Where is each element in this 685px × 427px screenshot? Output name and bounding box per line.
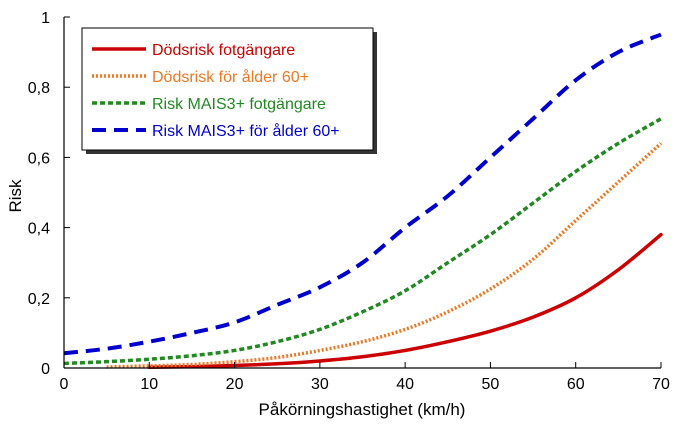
y-axis-title: Risk bbox=[6, 179, 25, 213]
x-tick-label: 10 bbox=[140, 376, 158, 393]
y-tick-label: 0,8 bbox=[28, 80, 50, 97]
legend-label-2: Dödsrisk för ålder 60+ bbox=[152, 68, 309, 86]
axes-layer: 0 10 20 30 40 50 60 70 0 0,2 0,4 0,6 0,8 1 bbox=[28, 10, 670, 393]
x-tick-label: 40 bbox=[396, 376, 414, 393]
x-axis-title: Påkörningshastighet (km/h) bbox=[259, 400, 466, 419]
legend: Dödsrisk fotgängare Dödsrisk för ålder 60… bbox=[81, 27, 377, 154]
x-tick-label: 50 bbox=[482, 376, 500, 393]
series-line-3 bbox=[63, 117, 662, 366]
x-tick-label: 30 bbox=[311, 376, 329, 393]
y-tick-label: 0 bbox=[41, 361, 50, 378]
x-tick-label: 0 bbox=[60, 376, 69, 393]
x-tick-label: 70 bbox=[652, 376, 670, 393]
y-tick-label: 1 bbox=[41, 10, 50, 27]
legend-label-3: Risk MAIS3+ fotgängare bbox=[152, 96, 326, 113]
x-tick-label: 60 bbox=[567, 376, 585, 393]
series-line-2 bbox=[106, 142, 663, 369]
series-line-4 bbox=[63, 32, 662, 356]
x-tick-label: 20 bbox=[226, 376, 244, 393]
y-tick-label: 0,4 bbox=[28, 221, 50, 238]
legend-label-1: Dödsrisk fotgängare bbox=[152, 42, 295, 59]
y-tick-label: 0,2 bbox=[28, 291, 50, 308]
legend-label-4: Risk MAIS3+ för ålder 60+ bbox=[152, 122, 340, 140]
y-tick-label: 0,6 bbox=[28, 150, 50, 167]
